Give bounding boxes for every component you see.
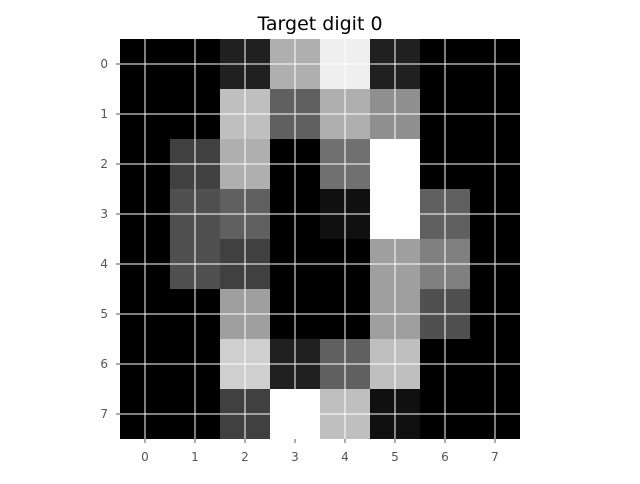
x-tick-label: 1: [191, 450, 199, 464]
y-tick-label: 6: [100, 357, 108, 371]
y-tick-label: 7: [100, 407, 108, 421]
y-tick-label: 4: [100, 257, 108, 271]
x-tick-label: 3: [291, 450, 299, 464]
gridlines: [120, 39, 520, 439]
x-tick-label: 5: [391, 450, 399, 464]
heatmap-cells: [120, 39, 520, 439]
y-tick-label: 0: [100, 57, 108, 71]
x-tick-label: 6: [441, 450, 449, 464]
x-tick-label: 0: [141, 450, 149, 464]
y-tick-label: 2: [100, 157, 108, 171]
x-tick-label: 7: [491, 450, 499, 464]
axis-ticks: 0 1 2 3 4 5 6 7 0 1 2 3 4 5 6 7: [100, 57, 498, 464]
y-tick-label: 5: [100, 307, 108, 321]
y-tick-label: 3: [100, 207, 108, 221]
chart-title: Target digit 0: [256, 13, 382, 35]
x-tick-label: 2: [241, 450, 249, 464]
y-tick-label: 1: [100, 107, 108, 121]
x-tick-label: 4: [341, 450, 349, 464]
